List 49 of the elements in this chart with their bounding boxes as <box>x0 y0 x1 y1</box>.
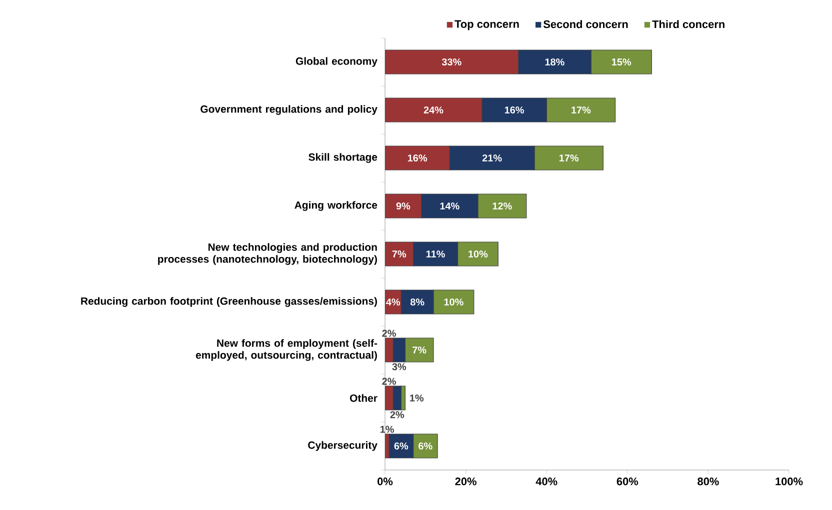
y-tick-label: Reducing carbon footprint (Greenhouse gasses/emissions) <box>81 297 377 307</box>
x-tick-label: 100% <box>776 478 803 486</box>
data-label: 24% <box>424 106 444 114</box>
y-tick-label: Government regulations and policy <box>200 105 378 115</box>
data-label: 14% <box>440 202 460 210</box>
data-label: 33% <box>442 58 462 66</box>
data-label: 15% <box>612 58 632 66</box>
data-label: 2% <box>382 330 396 337</box>
data-label: 9% <box>396 202 410 210</box>
y-tick-label: Skill shortage <box>308 153 378 163</box>
x-tick-label: 20% <box>455 478 476 486</box>
data-label: 12% <box>492 202 512 210</box>
bar <box>385 98 482 122</box>
bar <box>392 386 402 410</box>
data-label: 2% <box>390 411 404 418</box>
data-label: 18% <box>545 58 564 66</box>
data-label: 1% <box>410 394 424 402</box>
bar <box>385 50 519 74</box>
data-label: 6% <box>394 442 408 450</box>
data-label: 6% <box>418 442 432 450</box>
data-label: 3% <box>392 363 406 370</box>
bar <box>385 146 450 170</box>
y-tick-label: Other <box>350 394 378 402</box>
data-label: 2% <box>382 378 396 385</box>
legend-label: Top concern <box>454 20 519 30</box>
y-tick-label: Aging workforce <box>294 201 378 211</box>
data-label: 7% <box>392 250 406 258</box>
y-tick-label: New technologies and production processes (nanotechnology, biotechnology) <box>158 243 377 265</box>
x-tick-label: 40% <box>536 478 558 486</box>
data-label: 7% <box>412 346 426 354</box>
data-label: 8% <box>410 298 424 306</box>
data-label: 1% <box>380 426 394 433</box>
y-tick-label: Cybersecurity <box>308 441 378 451</box>
x-tick-label: 60% <box>616 478 638 486</box>
x-tick-label: 80% <box>698 478 719 486</box>
data-label: 21% <box>482 154 502 162</box>
data-label: 16% <box>504 106 524 114</box>
data-label: 17% <box>572 106 591 114</box>
data-label: 10% <box>444 298 464 306</box>
data-label: 4% <box>386 298 400 306</box>
data-label: 11% <box>426 250 445 258</box>
legend-label: Second concern <box>543 20 628 28</box>
data-label: 10% <box>468 250 488 258</box>
x-tick-label: 0% <box>378 478 393 486</box>
y-tick-label: Global economy <box>296 57 378 67</box>
data-label: 16% <box>408 154 428 162</box>
y-tick-label: New forms of employment (self-employed, outsourcing, contractual) <box>196 339 378 361</box>
data-label: 17% <box>559 154 579 162</box>
legend-label: Third concern <box>652 20 724 28</box>
